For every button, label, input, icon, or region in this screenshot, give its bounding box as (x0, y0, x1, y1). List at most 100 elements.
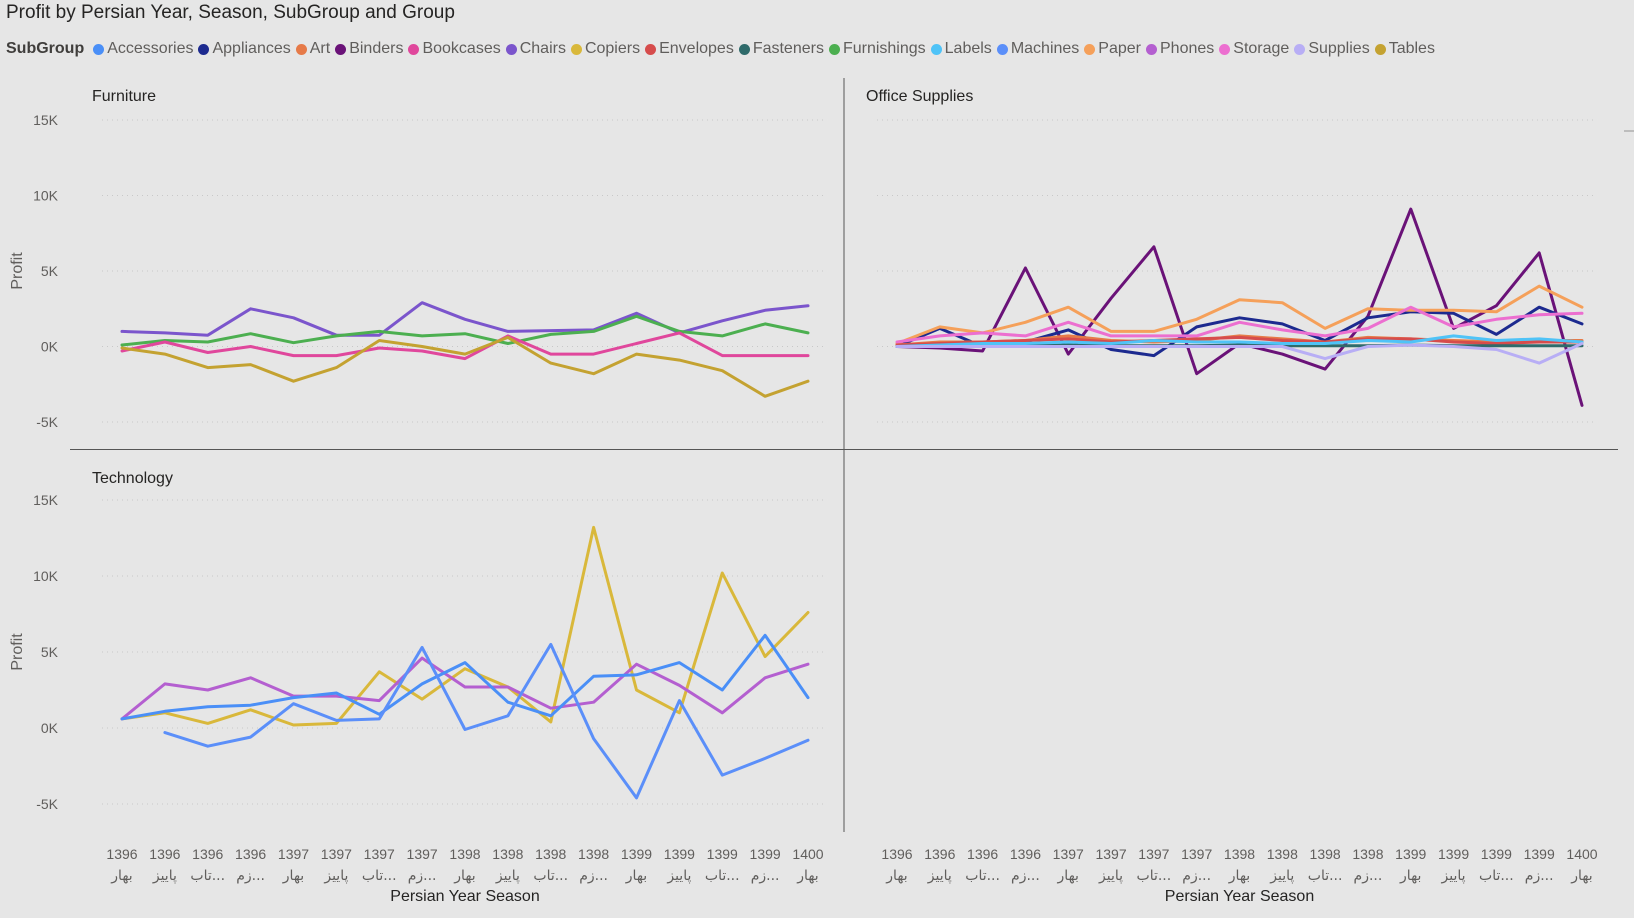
legend-item-binders[interactable]: Binders (335, 40, 403, 58)
legend-dot (93, 43, 105, 55)
x-tick-year: 1397 (1095, 846, 1126, 862)
x-tick-year: 1400 (792, 846, 823, 862)
legend-label: Furnishings (842, 40, 926, 57)
legend-dot (570, 43, 582, 55)
x-tick-year: 1399 (1395, 846, 1426, 862)
x-tick-season: پاییز (152, 868, 177, 884)
x-tick-season: پاییز (323, 868, 348, 884)
x-tick-season: پاییز (1269, 868, 1294, 884)
legend-label: Supplies (1308, 40, 1370, 57)
y-axis-title: Profit (9, 633, 26, 671)
legend-item-phones[interactable]: Phones (1146, 40, 1214, 58)
x-tick-season: تاب... (1308, 868, 1343, 884)
legend-item-envelopes[interactable]: Envelopes (645, 40, 734, 58)
y-tick-label: 0K (41, 720, 59, 736)
panel-title-office-supplies: Office Supplies (866, 88, 973, 105)
x-axis-title: Persian Year Season (390, 888, 539, 905)
x-tick-year: 1397 (1053, 846, 1084, 862)
legend-item-storage[interactable]: Storage (1219, 40, 1289, 58)
x-tick-season: بهار (796, 868, 818, 884)
x-tick-year: 1398 (1310, 846, 1341, 862)
x-tick-season: پاییز (666, 868, 691, 884)
legend-dot (1219, 43, 1231, 55)
legend-dot (1294, 43, 1306, 55)
x-tick-year: 1396 (192, 846, 223, 862)
series-line-furniture-tables (120, 335, 810, 398)
legend-items: Accessories Appliances Art Binders Bookcases… (93, 40, 1440, 58)
series-line-technology-accessories (120, 633, 810, 721)
x-tick-season: تاب... (533, 868, 568, 884)
x-tick-season: پاییز (495, 868, 520, 884)
legend-dot (828, 43, 840, 55)
x-axis-title: Persian Year Season (1165, 888, 1314, 905)
legend-item-labels[interactable]: Labels (930, 40, 992, 58)
legend-item-fasteners[interactable]: Fasteners (738, 40, 824, 58)
x-tick-season: تاب... (705, 868, 740, 884)
legend-dot (996, 43, 1008, 55)
x-tick-season: تاب... (1479, 868, 1514, 884)
panel-title-technology: Technology (92, 470, 173, 487)
legend-dot (738, 43, 750, 55)
x-tick-year: 1397 (1181, 846, 1212, 862)
legend-item-art[interactable]: Art (295, 40, 330, 58)
legend-label: Copiers (584, 40, 641, 57)
legend-label: Chairs (519, 40, 566, 57)
legend-label: Binders (349, 40, 404, 57)
legend-item-supplies[interactable]: Supplies (1294, 40, 1370, 58)
x-tick-season: بهار (1399, 868, 1421, 884)
x-tick-year: 1396 (924, 846, 955, 862)
y-tick-label: 15K (33, 492, 59, 508)
panel-title-furniture: Furniture (92, 88, 156, 105)
legend-dot (198, 43, 210, 55)
x-tick-year: 1399 (750, 846, 781, 862)
x-tick-year: 1396 (106, 846, 137, 862)
x-tick-season: بهار (110, 868, 132, 884)
x-tick-season: پاییز (1441, 868, 1466, 884)
x-tick-year: 1399 (1524, 846, 1555, 862)
x-tick-year: 1399 (1438, 846, 1469, 862)
legend-dot (930, 43, 942, 55)
x-tick-year: 1398 (449, 846, 480, 862)
x-tick-season: بهار (625, 868, 647, 884)
chart-title: Profit by Persian Year, Season, SubGroup… (6, 2, 455, 23)
x-tick-season: زم... (1182, 868, 1211, 884)
legend-item-tables[interactable]: Tables (1374, 40, 1435, 58)
legend-item-chairs[interactable]: Chairs (505, 40, 566, 58)
legend-item-bookcases[interactable]: Bookcases (408, 40, 501, 58)
legend-label: Fasteners (752, 40, 824, 57)
legend-label: Phones (1160, 40, 1215, 57)
legend-dot (1084, 43, 1096, 55)
y-tick-label: 10K (33, 568, 59, 584)
x-tick-season: تاب... (965, 868, 1000, 884)
legend-dot (1146, 43, 1157, 55)
series-line-office-supplies-binders (895, 207, 1584, 407)
x-tick-year: 1398 (578, 846, 609, 862)
x-tick-season: زم... (1525, 868, 1554, 884)
legend-item-furnishings[interactable]: Furnishings (828, 40, 926, 58)
series-line-office-supplies-envelopes (895, 335, 1584, 347)
x-tick-season: زم... (1354, 868, 1383, 884)
x-tick-year: 1398 (1352, 846, 1383, 862)
legend-label: Paper (1098, 40, 1141, 57)
x-tick-year: 1398 (1224, 846, 1255, 862)
y-tick-label: 5K (41, 263, 59, 279)
legend-item-paper[interactable]: Paper (1084, 40, 1141, 58)
series-line-furniture-bookcases (120, 331, 810, 361)
x-tick-season: زم... (751, 868, 780, 884)
legend-item-accessories[interactable]: Accessories (93, 40, 193, 58)
legend-dot (408, 43, 420, 55)
legend-dot (335, 43, 347, 55)
legend-item-copiers[interactable]: Copiers (570, 40, 641, 58)
x-tick-year: 1398 (1267, 846, 1298, 862)
x-tick-year: 1399 (664, 846, 695, 862)
legend-item-appliances[interactable]: Appliances (198, 40, 291, 58)
legend: SubGroup Accessories Appliances Art Binders… (6, 40, 1440, 58)
x-tick-season: بهار (282, 868, 304, 884)
x-tick-year: 1396 (149, 846, 180, 862)
legend-label: Appliances (212, 40, 291, 57)
x-tick-season: زم... (236, 868, 265, 884)
x-tick-season: زم... (1011, 868, 1040, 884)
legend-item-machines[interactable]: Machines (996, 40, 1079, 58)
x-tick-season: بهار (885, 868, 907, 884)
